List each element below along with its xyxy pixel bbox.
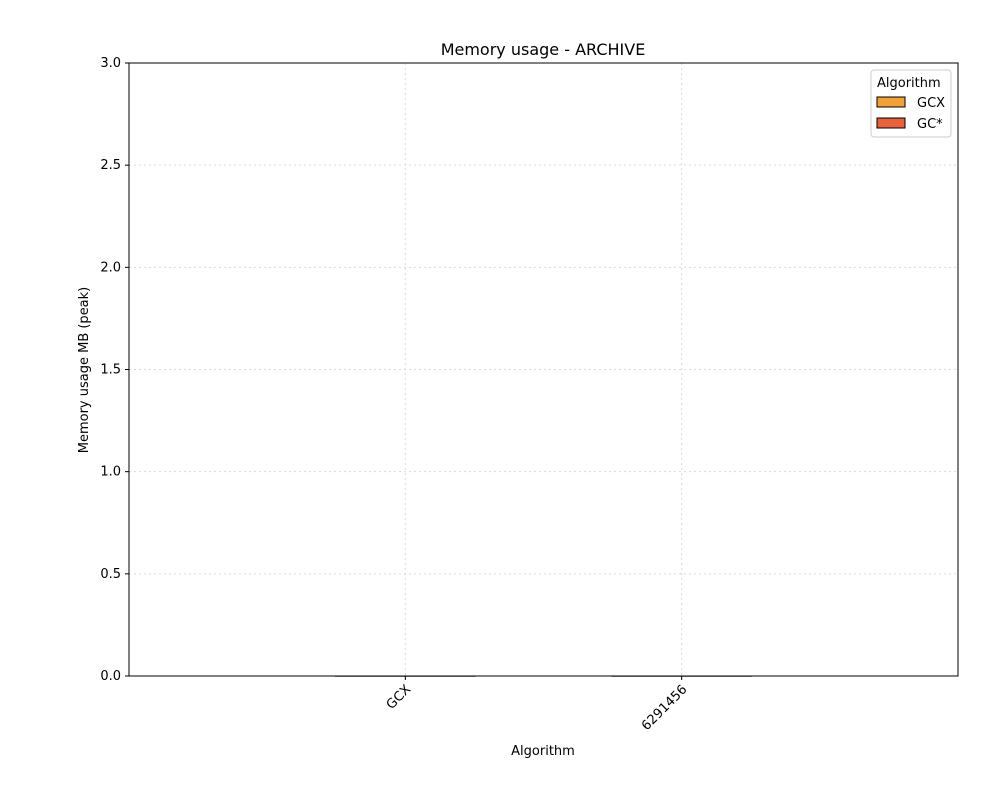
y-tick-label: 2.0 <box>100 260 121 275</box>
legend-title: Algorithm <box>877 76 941 91</box>
x-tick-label: GCX <box>384 682 415 713</box>
legend: Algorithm GCX GC* <box>870 69 952 138</box>
y-tick-label: 1.5 <box>100 363 121 378</box>
legend-swatch <box>876 96 906 108</box>
plot-background <box>129 63 958 676</box>
legend-swatch <box>876 117 906 129</box>
y-axis-label: Memory usage MB (peak) <box>77 287 92 454</box>
x-tick-label: 6291456 <box>639 682 691 734</box>
x-axis-label: Algorithm <box>511 744 575 759</box>
x-axis: GCX 6291456 <box>384 676 691 734</box>
legend-label: GC* <box>917 117 943 132</box>
plot-area <box>128 62 959 677</box>
y-tick-label: 1.0 <box>100 465 121 480</box>
legend-label: GCX <box>917 96 945 111</box>
y-axis: 0.0 0.5 1.0 1.5 2.0 2.5 3.0 <box>100 56 129 684</box>
legend-items: GCX GC* <box>876 96 945 132</box>
chart-title: Memory usage - ARCHIVE <box>441 40 646 59</box>
y-tick-label: 0.5 <box>100 567 121 582</box>
y-tick-label: 2.5 <box>100 158 121 173</box>
y-tick-label: 0.0 <box>100 669 121 684</box>
y-tick-label: 3.0 <box>100 56 121 71</box>
